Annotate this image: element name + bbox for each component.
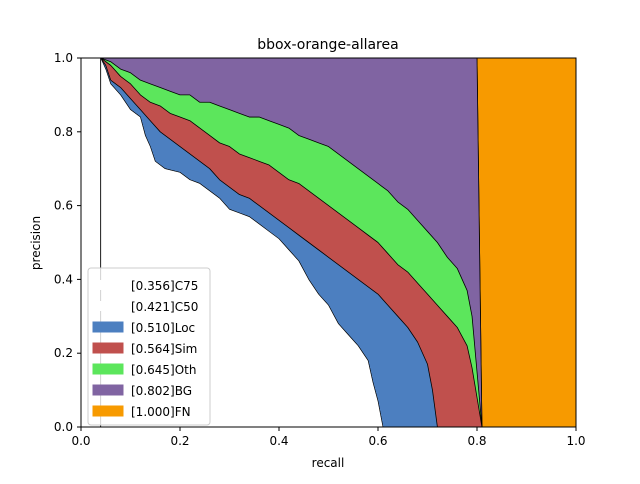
legend-label: [0.356]C75 xyxy=(131,279,198,293)
legend-swatch xyxy=(92,405,124,417)
legend-swatch xyxy=(93,280,123,290)
axes: 0.0 0.2 0.4 0.6 0.8 1.0 0.0 0.2 0.4 0.6 0.8 1.0 xyxy=(54,51,586,448)
legend-swatch xyxy=(93,301,123,311)
x-axis-label: recall xyxy=(312,456,345,470)
y-tick-label: 1.0 xyxy=(54,51,73,65)
legend-swatch xyxy=(92,384,124,396)
legend-swatch xyxy=(92,321,124,333)
legend-label: [0.564]Sim xyxy=(131,342,197,356)
y-tick-label: 0.0 xyxy=(54,420,73,434)
y-tick-label: 0.2 xyxy=(54,346,73,360)
x-tick-label: 0.2 xyxy=(170,434,189,448)
chart-title: bbox-orange-allarea xyxy=(257,37,398,53)
y-tick-label: 0.6 xyxy=(54,199,73,213)
area-fn xyxy=(476,57,577,428)
x-tick-label: 0.6 xyxy=(368,434,387,448)
legend-swatch xyxy=(92,363,124,375)
legend-label: [0.510]Loc xyxy=(131,321,195,335)
legend-label: [0.645]Oth xyxy=(131,363,196,377)
y-tick-label: 0.4 xyxy=(54,272,73,286)
y-tick-label: 0.8 xyxy=(54,125,73,139)
legend-label: [0.802]BG xyxy=(131,384,192,398)
legend-label: [0.421]C50 xyxy=(131,300,198,314)
x-tick-label: 0.4 xyxy=(269,434,288,448)
x-tick-label: 0.0 xyxy=(71,434,90,448)
legend-swatch xyxy=(92,342,124,354)
x-tick-label: 1.0 xyxy=(566,434,585,448)
y-axis-label: precision xyxy=(29,216,43,270)
x-tick-label: 0.8 xyxy=(467,434,486,448)
legend-label: [1.000]FN xyxy=(131,405,191,419)
legend: [0.356]C75 [0.421]C50 [0.510]Loc [0.564]Sim… xyxy=(87,267,211,426)
plot-frame xyxy=(80,57,577,428)
